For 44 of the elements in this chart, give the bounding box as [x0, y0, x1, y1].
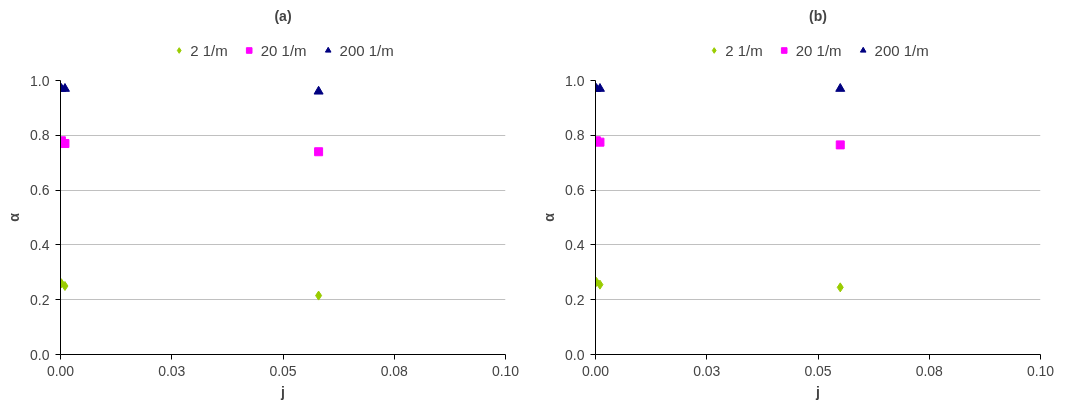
legend-label: 200 1/m: [339, 41, 394, 59]
x-tick-label: 0.05: [269, 362, 297, 379]
legend-label: 2 1/m: [190, 41, 228, 59]
point: [596, 279, 604, 290]
x-tick-label: 0.00: [581, 362, 610, 379]
chart-title: (b): [809, 7, 827, 24]
y-tick-label: 0.2: [30, 291, 50, 308]
y-tick-label: 0.4: [30, 236, 50, 253]
y-tick-label: 0.0: [30, 346, 50, 363]
point: [595, 137, 605, 147]
x-tick-label: 0.03: [693, 362, 721, 379]
point: [314, 147, 324, 157]
x-tick-label: 0.05: [804, 362, 832, 379]
x-axis-title: j: [280, 383, 285, 400]
y-tick-label: 0.2: [565, 291, 585, 308]
y-tick-label: 1.0: [30, 72, 50, 89]
y-tick-label: 0.8: [565, 127, 585, 144]
x-tick-label: 0.10: [491, 362, 520, 379]
legend-label: 20 1/m: [260, 41, 307, 59]
x-tick-label: 0.10: [1026, 362, 1055, 379]
point: [313, 85, 324, 95]
chart-title: (a): [274, 7, 292, 24]
x-axis-title: j: [815, 383, 820, 400]
x-tick-label: 0.08: [915, 362, 944, 379]
y-tick-label: 0.0: [565, 346, 585, 363]
y-tick-label: 0.8: [30, 127, 50, 144]
point: [835, 83, 846, 92]
point: [60, 139, 70, 149]
legend-label: 200 1/m: [874, 41, 929, 59]
legend-label: 20 1/m: [795, 41, 842, 59]
point: [836, 282, 844, 293]
y-tick-label: 0.6: [30, 182, 50, 199]
x-tick-label: 0.08: [380, 362, 409, 379]
point: [61, 281, 69, 291]
legend-label: 2 1/m: [725, 41, 763, 59]
point: [315, 290, 323, 301]
y-tick-label: 1.0: [565, 72, 585, 89]
x-tick-label: 0.00: [46, 362, 75, 379]
x-tick-label: 0.03: [158, 362, 186, 379]
point: [835, 140, 845, 150]
y-axis-title: α: [541, 212, 558, 222]
y-axis-title: α: [6, 212, 23, 222]
y-tick-label: 0.6: [565, 182, 585, 199]
y-tick-label: 0.4: [565, 236, 585, 253]
